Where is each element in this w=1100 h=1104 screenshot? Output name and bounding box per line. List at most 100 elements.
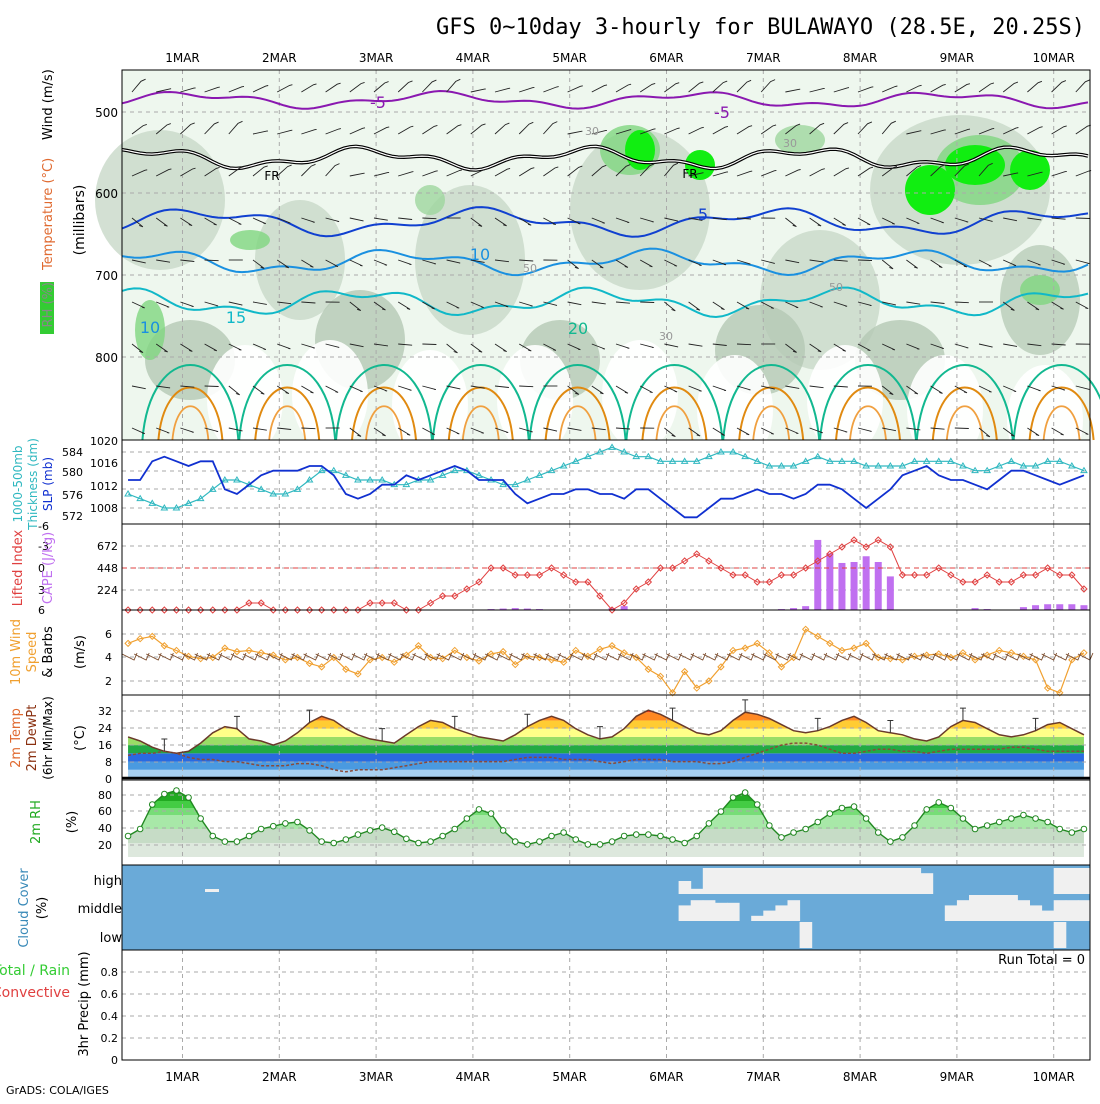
cloud-level-label: middle bbox=[78, 902, 122, 917]
rh-marker bbox=[646, 832, 652, 838]
rh-marker bbox=[609, 839, 615, 845]
cape-bar bbox=[621, 606, 628, 610]
rh-marker bbox=[162, 791, 168, 797]
slp-ylabel-3: SLP (mb) bbox=[41, 457, 55, 511]
temp-color-band bbox=[122, 720, 1090, 728]
rh-marker bbox=[525, 842, 531, 848]
temp-tick: 0 bbox=[105, 773, 112, 786]
rh-marker bbox=[1009, 816, 1015, 822]
rh-marker bbox=[331, 840, 337, 846]
cloud-fill bbox=[969, 895, 982, 921]
bottom-date-label: 10MAR bbox=[1033, 1070, 1075, 1084]
upper-ytick: 600 bbox=[95, 187, 118, 201]
upper-ylabel-rh: RH (%) bbox=[41, 282, 56, 327]
wind-barb bbox=[422, 344, 436, 345]
bottom-date-label: 3MAR bbox=[359, 1070, 394, 1084]
rh-marker bbox=[972, 826, 978, 832]
top-date-label: 1MAR bbox=[165, 51, 200, 65]
wind-tick: 6 bbox=[105, 628, 112, 641]
cape-bar bbox=[1056, 604, 1063, 610]
top-date-label: 3MAR bbox=[359, 51, 394, 65]
contour-label: 10 bbox=[140, 318, 160, 337]
contour-label: FR bbox=[682, 167, 697, 181]
thickness-tick: 584 bbox=[62, 446, 83, 459]
rh-marker bbox=[283, 821, 289, 827]
upper-ylabel-temp: Temperature (°C) bbox=[41, 158, 56, 271]
rh-marker bbox=[404, 836, 410, 842]
upper-ylabel-unit: (millibars) bbox=[72, 185, 88, 256]
rh-marker bbox=[246, 833, 252, 839]
slp-tick: 1012 bbox=[90, 480, 118, 493]
wind-ylabel-4: (m/s) bbox=[73, 635, 88, 669]
contour-label: 5 bbox=[698, 205, 708, 224]
bottom-date-label: 7MAR bbox=[746, 1070, 781, 1084]
temp-tick: 32 bbox=[98, 705, 112, 718]
cloud-fill bbox=[884, 868, 897, 894]
rh-marker bbox=[1021, 812, 1027, 818]
rh-color-band bbox=[122, 829, 1090, 843]
rh-marker bbox=[912, 823, 918, 829]
wind-barb bbox=[205, 386, 219, 387]
cape-tick: 224 bbox=[97, 584, 118, 597]
cloud-fill bbox=[921, 873, 934, 894]
wind-ylabel-2: Speed bbox=[25, 632, 40, 673]
rh-ylabel-2: (%) bbox=[65, 811, 80, 834]
rh-marker bbox=[815, 819, 821, 825]
li-tick: 6 bbox=[38, 604, 45, 617]
rh-marker bbox=[452, 826, 458, 832]
cape-tick: 448 bbox=[97, 562, 118, 575]
thickness-marker bbox=[125, 491, 131, 496]
cloud-fill bbox=[691, 889, 704, 894]
cloud-fill bbox=[715, 868, 728, 894]
temp-ylabel-3: (6hr Min/Max) bbox=[41, 696, 55, 780]
cape-tick: 672 bbox=[97, 540, 118, 553]
rh-marker bbox=[391, 829, 397, 835]
precip-ylabel-3: 3hr Precip (mm) bbox=[77, 951, 92, 1056]
cloud-fill bbox=[993, 895, 1006, 921]
rh-marker bbox=[597, 842, 603, 848]
cloud-fill bbox=[679, 905, 692, 921]
temp-color-band bbox=[122, 696, 1090, 712]
precip-ylabels: Total / Rain Convective 3hr Precip (mm) … bbox=[0, 951, 1085, 1056]
footer-credit: GrADS: COLA/IGES bbox=[6, 1084, 109, 1097]
cloud-fill bbox=[775, 905, 788, 921]
bottom-date-label: 1MAR bbox=[165, 1070, 200, 1084]
warm-pocket bbox=[392, 350, 468, 460]
bottom-date-label: 9MAR bbox=[940, 1070, 975, 1084]
rh-shading bbox=[415, 185, 445, 215]
temp-ylabels: 2m Temp 2m DewPt (6hr Min/Max) (°C) bbox=[9, 696, 88, 780]
slp-tick: 1008 bbox=[90, 502, 118, 515]
cloud-ylabel-1: Cloud Cover bbox=[17, 868, 32, 948]
upper-panel-ylabels: RH (%) Temperature (°C) Wind (m/s) (mill… bbox=[40, 69, 88, 334]
wind-tick: 4 bbox=[105, 651, 112, 664]
cloud-fill bbox=[957, 900, 970, 921]
cloud-fill bbox=[800, 868, 813, 894]
contour-label: 30 bbox=[659, 330, 673, 343]
rh-marker bbox=[258, 826, 264, 832]
rh-marker bbox=[174, 788, 180, 794]
cape-bar bbox=[814, 540, 821, 610]
temp-color-band bbox=[122, 745, 1090, 753]
lifted-index-line bbox=[128, 540, 1084, 610]
li-tick: -6 bbox=[38, 520, 49, 533]
rh-marker bbox=[428, 839, 434, 845]
rh-tick: 20 bbox=[98, 839, 112, 852]
cape-bar bbox=[851, 562, 858, 610]
cloud-fill bbox=[981, 895, 994, 921]
rh-marker bbox=[924, 807, 930, 813]
top-date-label: 6MAR bbox=[649, 51, 684, 65]
precip-tick: 0.6 bbox=[101, 988, 119, 1001]
cloud-fill bbox=[703, 868, 716, 894]
temp-ylabel-4: (°C) bbox=[73, 725, 88, 751]
temp-tick: 8 bbox=[105, 756, 112, 769]
cloud-fill bbox=[1030, 905, 1043, 921]
cape-ylabel-1: Lifted Index bbox=[11, 529, 26, 606]
rh-marker bbox=[464, 816, 470, 822]
run-total: Run Total = 0 bbox=[998, 953, 1085, 968]
precip-ylabel-1: Total / Rain bbox=[0, 963, 70, 979]
cloud-fill bbox=[751, 868, 764, 894]
cloud-fill bbox=[727, 903, 740, 921]
